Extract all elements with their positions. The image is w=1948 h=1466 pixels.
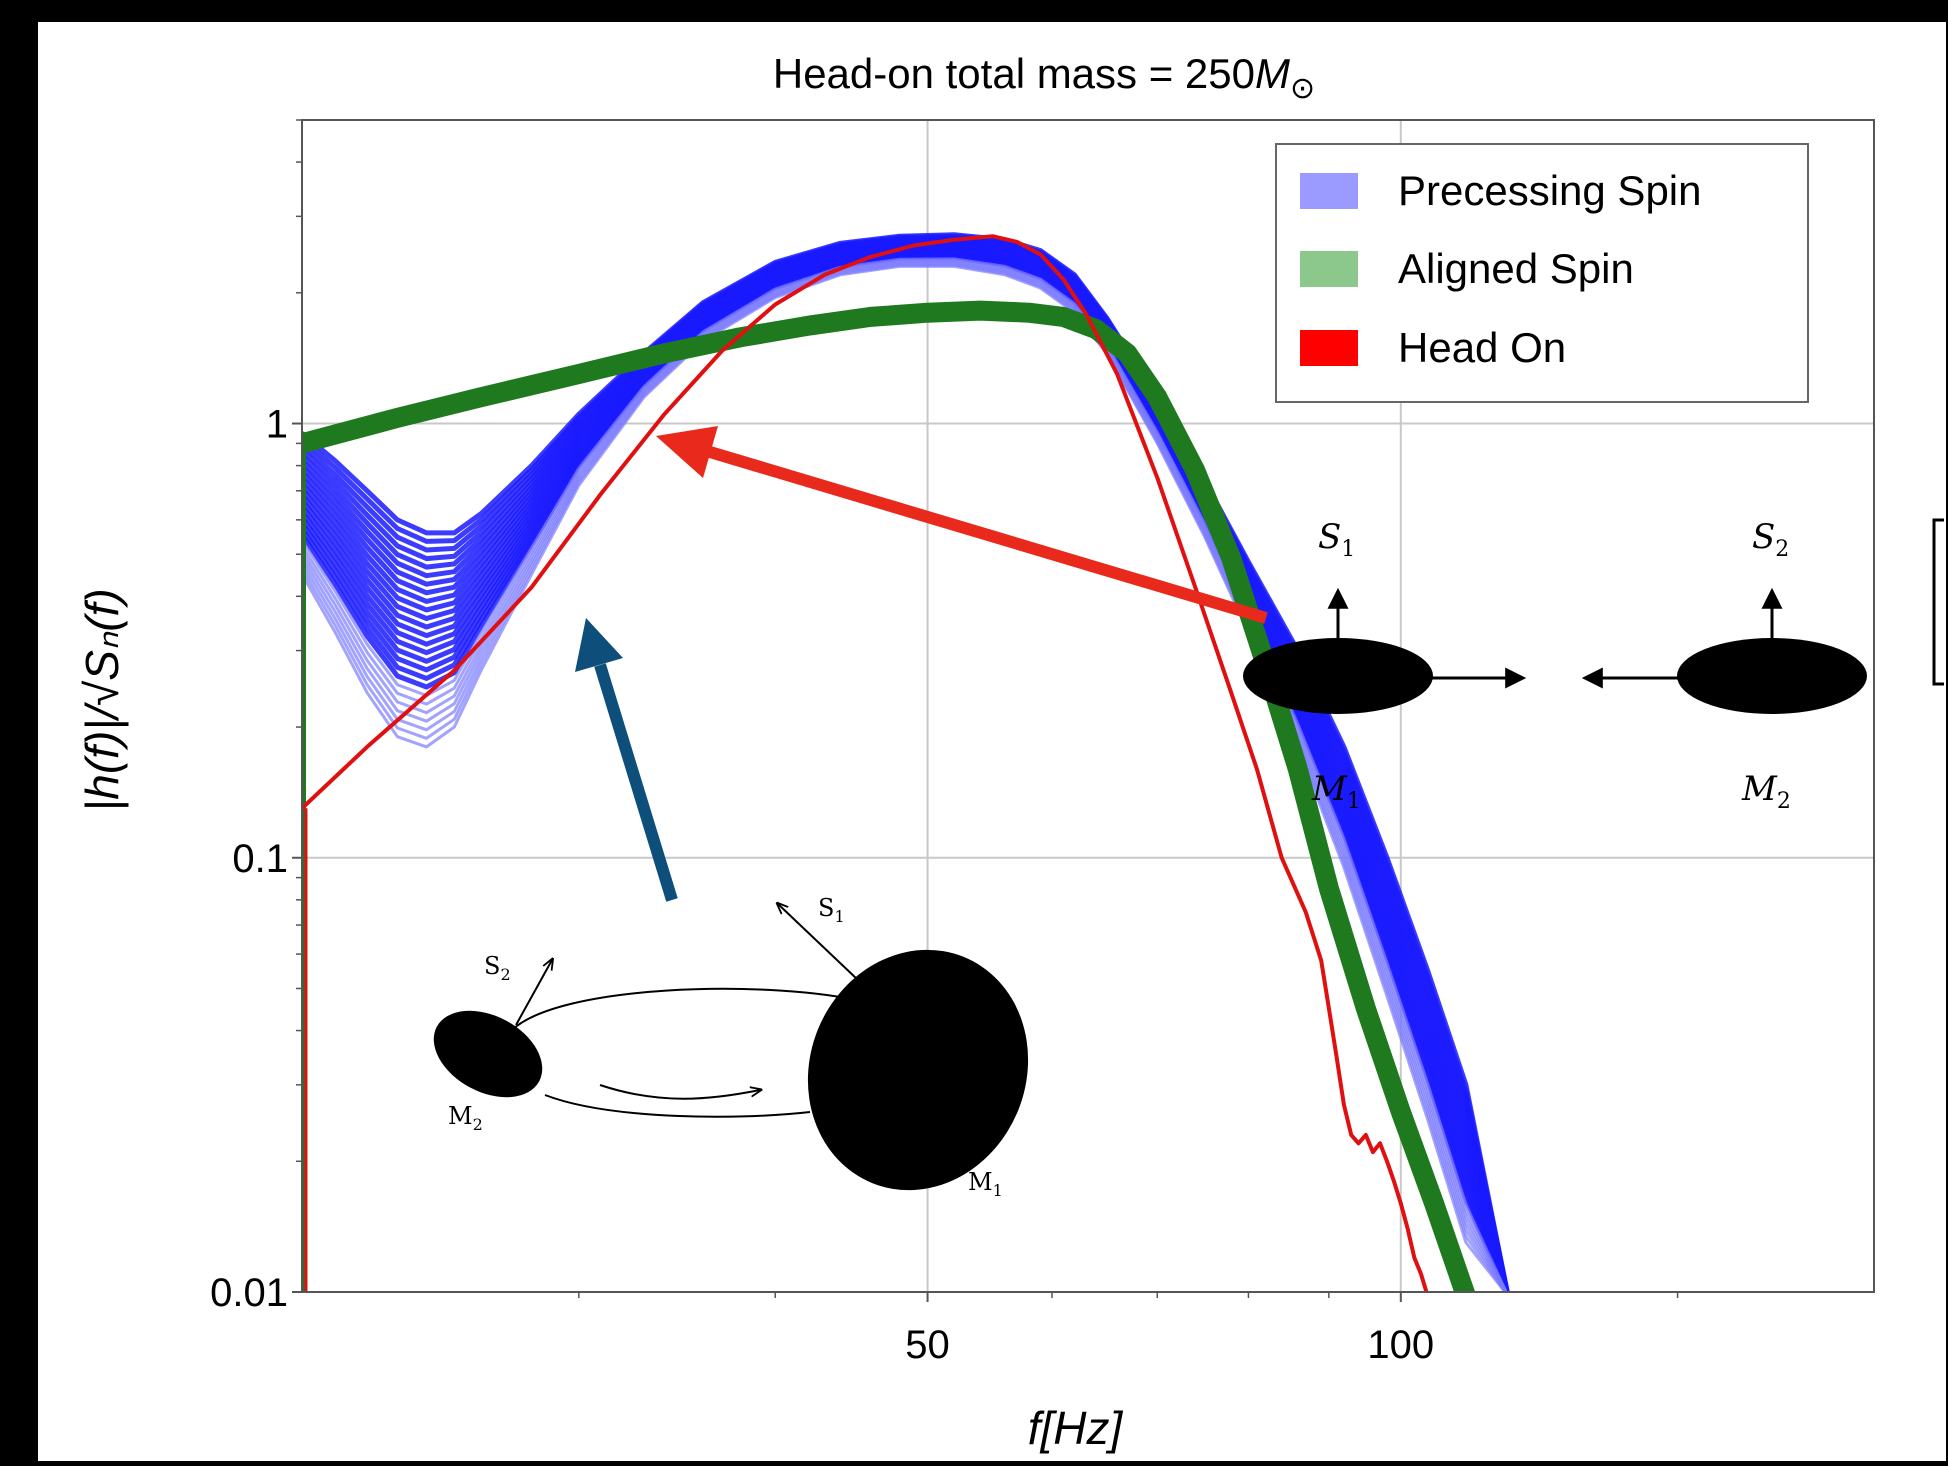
frame-left [0, 0, 38, 1461]
cropped-bracket [1932, 518, 1944, 686]
y-tick-label: 0.01 [210, 1271, 288, 1315]
legend-label-aligned: Aligned Spin [1398, 245, 1634, 292]
legend: Precessing Spin Aligned Spin Head On [1275, 143, 1809, 403]
headon-binary-diagram: S1 S2 M1 M2 [1243, 517, 1867, 814]
legend-swatch-aligned [1300, 251, 1358, 287]
legend-label-headon: Head On [1398, 324, 1566, 371]
frame-top [0, 0, 1948, 22]
plot-frame [301, 119, 1875, 1293]
black-hole-m1 [1243, 638, 1433, 714]
label-s1: S1 [1318, 517, 1355, 562]
aligned-curve [302, 300, 1476, 1292]
spin-arrow-orbit-s1 [778, 904, 859, 981]
orbit-motion-arrow [599, 1084, 760, 1100]
orbit-path-upper [511, 987, 857, 1031]
axis-ticks: 0.01 0.1 1 50 100 [210, 119, 1679, 1367]
orbit-label-s1: S1 [818, 894, 845, 926]
legend-swatch-precessing [1300, 173, 1358, 209]
legend-label-precessing: Precessing Spin [1398, 167, 1702, 214]
chart-title: Head-on total mass = 250M⊙ [773, 50, 1315, 105]
frame-right [1946, 0, 1948, 1461]
label-m2: M2 [1741, 769, 1791, 814]
legend-box [1275, 143, 1809, 403]
x-tick-label: 50 [905, 1323, 950, 1367]
orbit-binary-diagram: S1 S2 M2 M1 [433, 894, 1029, 1200]
label-m1: M1 [1311, 769, 1361, 814]
orbit-label-m1: M1 [968, 1168, 1003, 1200]
series-head-on [302, 234, 1429, 1292]
y-tick-label: 0.1 [232, 837, 288, 881]
orbit-label-s2: S2 [484, 952, 511, 984]
black-hole-small-m2 [433, 1010, 543, 1098]
x-axis-label: f[Hz] [1028, 1402, 1124, 1454]
black-hole-m2 [1677, 638, 1867, 714]
x-tick-label: 100 [1367, 1323, 1434, 1367]
label-s2: S2 [1752, 517, 1789, 562]
series-aligned-spin [302, 300, 1476, 1292]
orbit-label-m2: M2 [448, 1102, 483, 1134]
blue-arrow-head [575, 618, 623, 672]
black-hole-large-m1 [807, 949, 1029, 1191]
series-precessing-spin [302, 232, 1510, 1292]
y-axis-label: |h(f)|/√Sₙ(f) [76, 588, 128, 811]
orbit-path-lower [544, 1094, 811, 1118]
legend-swatch-headon [1300, 330, 1358, 366]
spin-arrow-orbit-s2 [515, 960, 552, 1026]
red-arrow-head [656, 426, 718, 478]
y-tick-label: 1 [266, 403, 288, 447]
red-annotation-arrow [708, 446, 1268, 624]
precessing-curve [302, 264, 1507, 1292]
headon-curve [302, 234, 1429, 1292]
blue-annotation-arrow [594, 663, 678, 902]
